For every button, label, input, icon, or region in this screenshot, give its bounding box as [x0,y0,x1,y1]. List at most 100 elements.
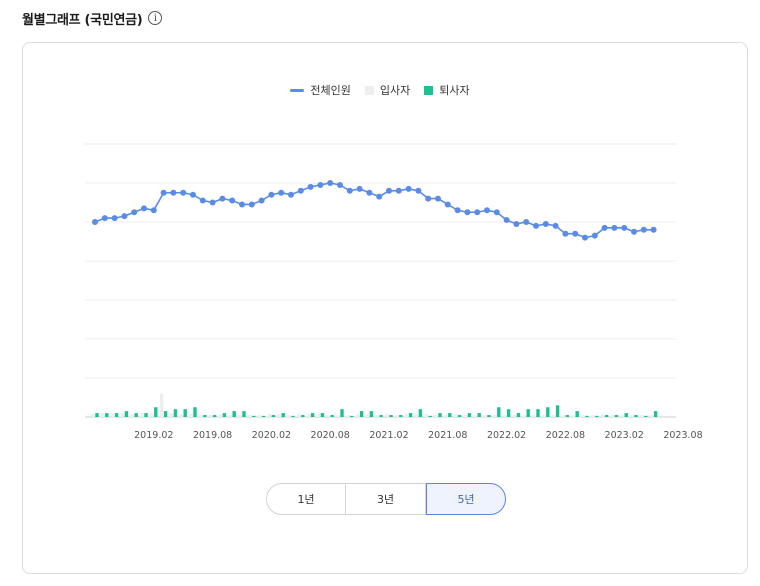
bar-join [434,415,438,417]
point-total [121,213,128,220]
x-tick-label: 2019.08 [193,430,232,441]
point-total [160,189,167,196]
point-total [405,185,412,192]
section-header: 월별그래프 (국민연금) i [22,8,163,28]
bar-leave [291,415,295,417]
bar-leave [105,413,109,417]
bar-leave [565,415,570,417]
point-total [513,220,520,227]
bar-leave [242,411,246,417]
bar-join [463,415,468,417]
bar-leave [408,413,413,417]
bar-join [120,413,125,417]
legend-item-join[interactable]: 입사자 [364,82,410,98]
point-total [533,222,539,229]
bar-leave [448,413,452,417]
bar-leave [114,413,119,417]
bar-join [542,415,546,417]
bar-leave [212,415,217,417]
point-total [591,232,598,239]
point-total [611,224,618,231]
point-total [219,195,226,202]
info-icon[interactable]: i [148,11,163,25]
bar-join [150,413,154,417]
bar-leave [252,415,256,417]
bar-leave [516,413,521,417]
legend-item-total[interactable]: 전체인원 [290,82,351,98]
bar-leave [644,415,648,417]
point-total [542,220,549,227]
x-tick-label: 2022.08 [546,430,585,441]
bar-join [238,415,242,417]
point-total [131,209,138,216]
x-tick-label: 2020.08 [311,430,350,441]
bar-join [228,415,232,417]
point-total [150,207,157,214]
legend-label-total: 전체인원 [310,84,351,97]
point-total [523,219,530,225]
bar-leave [418,409,423,417]
period-button-5y[interactable]: 5년 [426,483,506,515]
point-total [650,226,657,233]
point-total [395,187,402,194]
point-total [454,207,461,214]
point-total [170,189,177,196]
bar-leave [154,407,158,417]
bar-join [640,415,644,417]
bar-leave [595,415,599,417]
point-total [415,187,422,194]
point-total [425,195,432,202]
bar-leave [261,415,266,417]
bar-join [208,415,213,417]
bar-leave [301,415,305,417]
point-total [493,209,500,216]
bar-join [571,415,575,417]
bar-join [110,413,115,417]
x-tick-label: 2022.02 [487,430,526,441]
point-total [552,222,559,229]
x-tick-label: 2023.08 [663,430,702,441]
point-total [92,219,98,225]
bar-join [140,413,144,417]
point-total [190,191,196,198]
point-total [562,230,569,237]
bar-leave [310,413,315,417]
bar-leave [359,411,364,417]
bar-join [218,413,223,417]
legend-swatch-leave [424,85,434,95]
x-tick-label: 2019.02 [134,430,173,441]
bar-join [326,415,330,417]
bar-leave [350,415,354,417]
bar-leave [624,413,628,417]
bar-join [620,415,624,417]
bar-join [169,413,174,417]
point-total [278,189,285,196]
bar-leave [330,415,334,417]
bar-join [375,415,379,417]
bar-join [91,413,95,417]
bar-join [493,415,497,417]
point-total [503,217,510,224]
bar-join [600,413,605,417]
point-total [307,183,314,190]
bar-leave [536,409,540,417]
point-total [268,191,275,198]
bar-join [483,415,487,417]
bar-leave [163,411,168,417]
bar-leave [555,405,560,417]
bar-join [130,413,134,417]
chart-legend: 전체인원 입사자 퇴사자 [0,82,760,98]
bar-leave [487,415,491,417]
point-total [199,197,206,204]
bar-leave [389,415,393,417]
point-total [248,201,255,208]
legend-item-leave[interactable]: 퇴사자 [424,82,470,98]
point-total [317,181,324,188]
bar-join [630,415,634,417]
point-total [101,215,108,222]
period-button-1y[interactable]: 1년 [266,483,346,515]
period-button-3y[interactable]: 3년 [346,483,426,515]
point-total [346,187,353,194]
point-total [141,205,147,212]
